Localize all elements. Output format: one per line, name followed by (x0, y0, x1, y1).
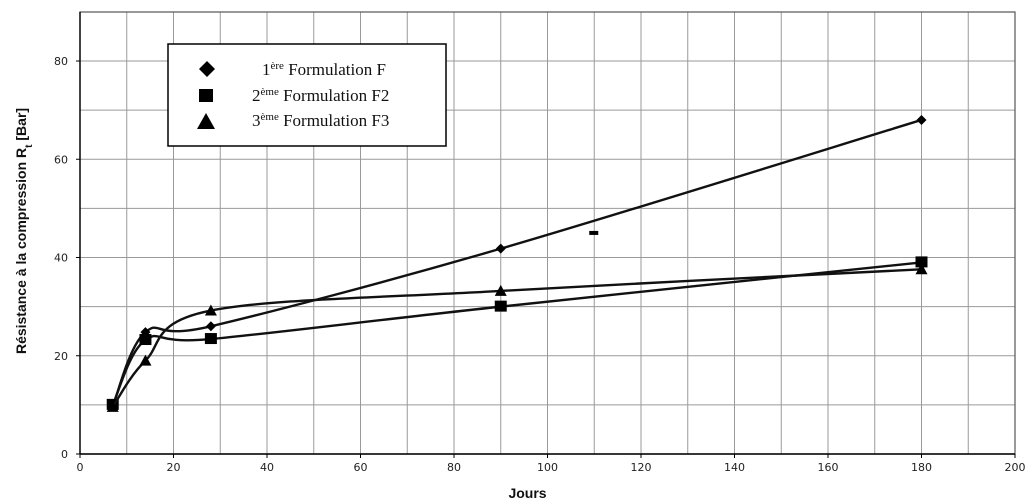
legend-label-2-superscript: ème (261, 86, 279, 98)
legend-entry-1: 1ère Formulation F (199, 60, 386, 79)
x-tick-labels: 0 20 40 60 80 100 120 140 160 180 200 (77, 454, 1025, 474)
data-point-triangle (139, 354, 152, 366)
x-tick-label: 60 (354, 461, 368, 474)
y-axis-title-subscript: t (24, 144, 35, 148)
x-tick-label: 100 (537, 461, 558, 474)
y-tick-label: 20 (54, 350, 68, 363)
x-tick-label: 180 (911, 461, 932, 474)
data-point-diamond (495, 243, 506, 254)
series-group (106, 114, 928, 412)
x-tick-label: 140 (724, 461, 745, 474)
series-2 (106, 256, 928, 410)
legend: 1ère Formulation F 2ème Formulation F2 3… (167, 43, 447, 147)
series-line-1 (111, 118, 922, 407)
y-axis-title-main: Résistance à la compression R (13, 148, 29, 354)
data-point-diamond (205, 321, 216, 332)
data-point-triangle (106, 400, 119, 412)
data-point-square (139, 334, 152, 346)
stray-dash-mark (589, 230, 599, 235)
x-tick-label: 80 (447, 461, 461, 474)
series-line-2 (111, 261, 922, 406)
legend-label-1-prefix: 1 (262, 60, 271, 79)
data-point-square (494, 300, 507, 312)
data-point-triangle (915, 263, 928, 275)
legend-label-3-suffix: Formulation F3 (279, 111, 390, 130)
stray-mark-group (589, 230, 599, 235)
y-tick-label: 80 (54, 55, 68, 68)
x-tick-label: 20 (167, 461, 181, 474)
legend-label-1-suffix: Formulation F (284, 60, 386, 79)
legend-label-1-superscript: ère (271, 60, 285, 72)
x-tick-label: 160 (818, 461, 839, 474)
legend-label-3-prefix: 3 (252, 111, 261, 130)
legend-label-3: 3ème Formulation F3 (252, 111, 389, 130)
series-line-3 (111, 268, 922, 408)
y-tick-label: 40 (54, 252, 68, 265)
square-marker-icon (199, 89, 213, 102)
x-tick-label: 200 (1005, 461, 1025, 474)
y-tick-labels: 0 20 40 60 80 (54, 55, 80, 461)
x-tick-label: 40 (260, 461, 274, 474)
legend-label-2-prefix: 2 (252, 86, 261, 105)
y-axis-title: Résistance à la compression Rt [Bar] (13, 108, 35, 354)
legend-label-2: 2ème Formulation F2 (252, 86, 389, 105)
series-3 (106, 263, 928, 412)
legend-entry-3: 3ème Formulation F3 (197, 111, 389, 130)
y-axis-title-unit: [Bar] (13, 108, 29, 145)
data-point-square (915, 256, 928, 268)
x-axis-title: Jours (508, 485, 546, 501)
x-tick-label: 0 (77, 461, 84, 474)
diamond-marker-icon (199, 61, 215, 77)
triangle-marker-icon (197, 113, 215, 129)
legend-entry-2: 2ème Formulation F2 (199, 86, 389, 105)
data-point-triangle (494, 284, 507, 296)
data-point-triangle (204, 304, 217, 316)
data-point-square (204, 333, 217, 345)
legend-label-1: 1ère Formulation F (262, 60, 386, 79)
legend-label-3-superscript: ème (261, 111, 279, 123)
x-tick-label: 120 (631, 461, 652, 474)
legend-label-2-suffix: Formulation F2 (279, 86, 390, 105)
data-point-diamond (916, 114, 927, 125)
y-tick-label: 0 (61, 448, 68, 461)
y-tick-label: 60 (54, 153, 68, 166)
